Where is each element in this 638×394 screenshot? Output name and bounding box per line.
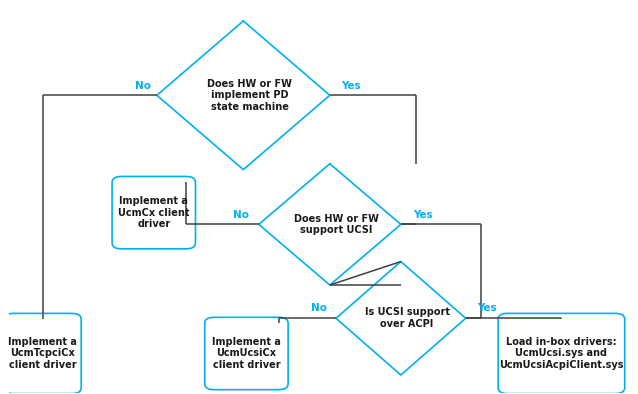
Text: Does HW or FW
implement PD
state machine: Does HW or FW implement PD state machine xyxy=(207,79,292,112)
Text: Implement a
UcmUcsiCx
client driver: Implement a UcmUcsiCx client driver xyxy=(212,337,281,370)
Text: Yes: Yes xyxy=(413,210,433,219)
Text: Load in-box drivers:
UcmUcsi.sys and
UcmUcsiAcpiClient.sys: Load in-box drivers: UcmUcsi.sys and Ucm… xyxy=(499,337,624,370)
FancyBboxPatch shape xyxy=(4,313,81,394)
Text: No: No xyxy=(135,80,151,91)
Text: Is UCSI support
over ACPI: Is UCSI support over ACPI xyxy=(364,307,450,329)
Text: No: No xyxy=(311,303,327,314)
Text: Yes: Yes xyxy=(477,303,497,314)
Text: Yes: Yes xyxy=(341,80,361,91)
Text: Implement a
UcmTcpciCx
client driver: Implement a UcmTcpciCx client driver xyxy=(8,337,77,370)
Text: No: No xyxy=(234,210,249,219)
Text: Does HW or FW
support UCSI: Does HW or FW support UCSI xyxy=(293,214,378,235)
FancyBboxPatch shape xyxy=(112,177,195,249)
FancyBboxPatch shape xyxy=(205,317,288,390)
Text: Implement a
UcmCx client
driver: Implement a UcmCx client driver xyxy=(118,196,189,229)
FancyBboxPatch shape xyxy=(498,313,625,394)
